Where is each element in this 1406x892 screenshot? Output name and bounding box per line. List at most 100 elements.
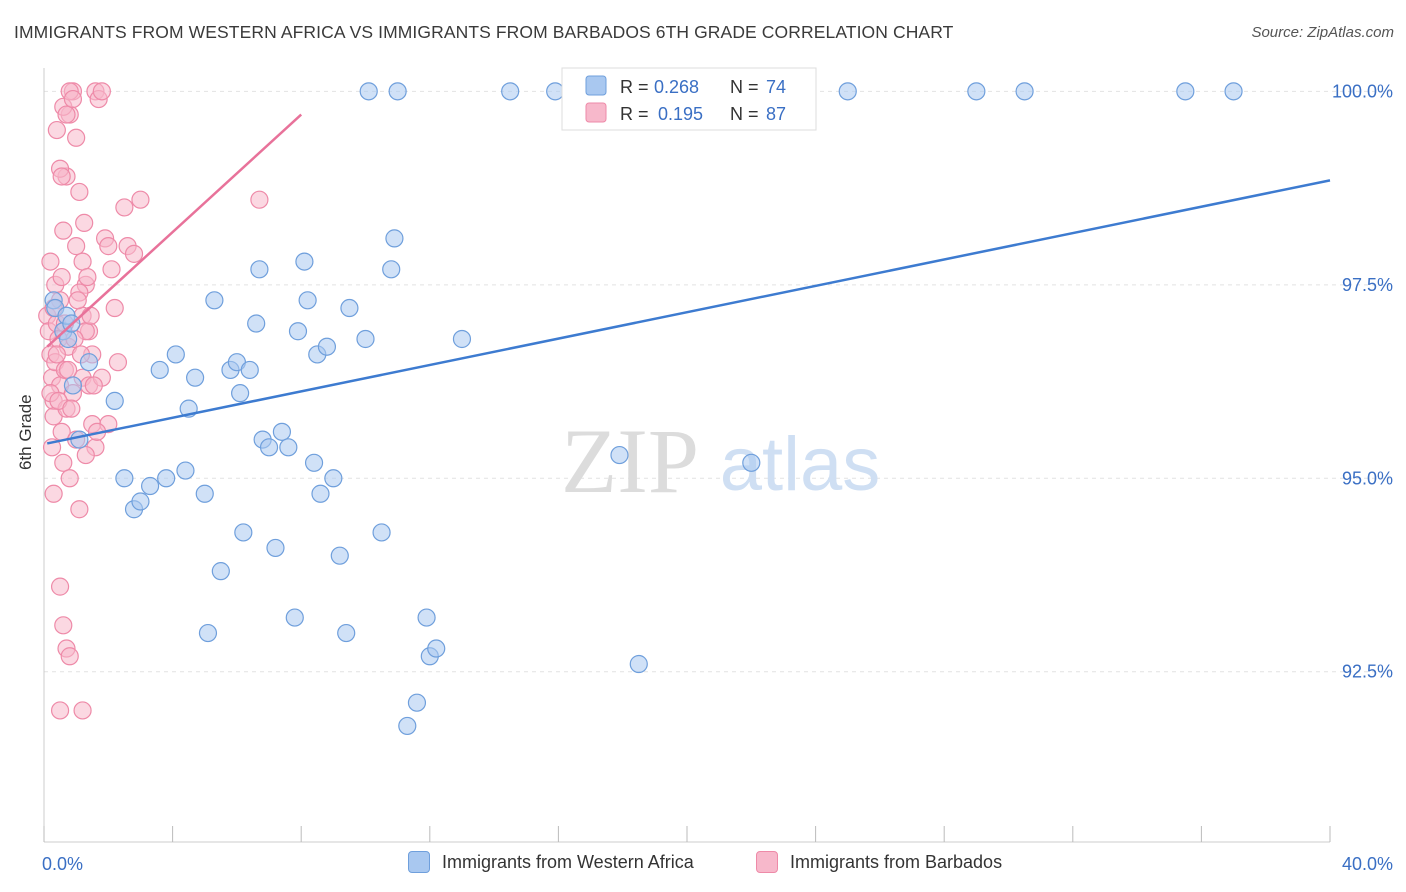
point-western-africa: [247, 314, 266, 333]
point-barbados: [54, 616, 73, 635]
point-barbados: [67, 128, 86, 147]
point-barbados: [99, 237, 118, 256]
point-western-africa: [967, 82, 986, 101]
point-barbados: [63, 89, 83, 109]
legend-n-label-2: N =: [730, 104, 759, 124]
point-western-africa: [452, 329, 472, 349]
point-western-africa: [79, 353, 99, 372]
point-western-africa: [629, 654, 648, 674]
point-western-africa: [240, 360, 259, 380]
legend-bottom: Immigrants from Western Africa Immigrant…: [0, 851, 1406, 877]
point-barbados: [60, 647, 79, 666]
point-barbados: [59, 360, 78, 380]
point-western-africa: [266, 538, 285, 558]
point-western-africa: [285, 608, 304, 627]
point-western-africa: [195, 484, 214, 503]
point-western-africa: [176, 461, 195, 480]
legend-r-label-1: R =: [620, 77, 649, 97]
point-barbados: [47, 345, 66, 364]
trend-line-western-africa: [46, 179, 1331, 445]
legend-item-barbados: Immigrants from Barbados: [756, 851, 1002, 873]
legend-top: R = 0.268 N = 74 R = 0.195 N = 87: [561, 67, 817, 131]
point-barbados: [105, 298, 124, 318]
point-western-africa: [259, 438, 279, 457]
legend-item-western-africa: Immigrants from Western Africa: [408, 851, 694, 873]
point-western-africa: [372, 523, 391, 542]
point-barbados: [73, 252, 92, 271]
point-barbados: [57, 105, 76, 124]
point-barbados: [44, 484, 63, 503]
point-western-africa: [131, 492, 150, 511]
point-western-africa: [198, 623, 218, 643]
point-western-africa: [304, 453, 324, 472]
point-western-africa: [610, 445, 629, 465]
point-barbados: [47, 120, 66, 140]
point-western-africa: [311, 484, 330, 503]
legend-r-value-2: 0.195: [658, 104, 703, 124]
point-barbados: [131, 190, 150, 209]
point-western-africa: [337, 623, 356, 643]
point-western-africa: [234, 523, 253, 542]
point-western-africa: [150, 360, 169, 380]
point-western-africa: [272, 422, 292, 441]
y-tick-label: 95.0%: [1342, 468, 1393, 488]
point-western-africa: [388, 82, 407, 101]
y-tick-label: 97.5%: [1342, 275, 1393, 295]
point-barbados: [75, 213, 94, 233]
point-western-africa: [70, 430, 89, 449]
gridlines: [44, 90, 1390, 673]
legend-swatch-pink: [585, 102, 607, 123]
legend-r-value-1: 0.268: [654, 77, 699, 97]
point-western-africa: [115, 469, 134, 488]
point-western-africa: [105, 391, 124, 410]
watermark-zip: ZIP: [561, 410, 699, 512]
axes: [43, 68, 1331, 843]
point-western-africa: [1224, 82, 1243, 101]
legend-swatch-blue: [585, 75, 607, 96]
point-barbados: [70, 500, 89, 519]
point-western-africa: [1015, 82, 1034, 101]
point-barbados: [76, 445, 95, 465]
y-tick-label: 92.5%: [1342, 662, 1393, 682]
point-barbados: [52, 267, 71, 287]
legend-n-label-1: N =: [730, 77, 759, 97]
point-western-africa: [186, 368, 205, 387]
point-western-africa: [359, 82, 378, 101]
point-western-africa: [1176, 82, 1195, 101]
point-barbados: [54, 221, 73, 240]
point-barbados: [250, 190, 269, 209]
point-barbados: [115, 198, 134, 217]
point-barbados: [67, 237, 86, 256]
point-western-africa: [838, 82, 857, 101]
point-western-africa: [356, 329, 375, 349]
series-western-africa-points: [44, 82, 1243, 736]
y-tick-label: 100.0%: [1332, 81, 1393, 101]
point-western-africa: [166, 345, 185, 364]
point-western-africa: [382, 260, 401, 279]
point-barbados: [78, 267, 97, 287]
point-barbados: [81, 306, 100, 325]
x-tick-label-min: 0.0%: [42, 854, 83, 874]
point-barbados: [102, 260, 121, 279]
legend-swatch-barbados: [756, 851, 778, 873]
trend-line-barbados: [46, 113, 303, 348]
point-barbados: [41, 252, 60, 271]
legend-label-barbados: Immigrants from Barbados: [790, 851, 1003, 872]
point-barbados: [108, 353, 128, 372]
point-western-africa: [427, 639, 446, 658]
source-label: Source: ZipAtlas.com: [1251, 24, 1394, 41]
legend-label-western-africa: Immigrants from Western Africa: [442, 851, 694, 872]
point-barbados: [92, 82, 111, 101]
point-barbados: [70, 182, 89, 202]
point-barbados: [60, 469, 79, 488]
point-barbados: [50, 701, 70, 720]
point-western-africa: [501, 82, 520, 101]
point-barbados: [124, 244, 144, 263]
point-western-africa: [140, 476, 160, 496]
point-western-africa: [385, 229, 404, 248]
point-barbados: [52, 167, 71, 186]
point-western-africa: [330, 546, 349, 565]
point-western-africa: [205, 291, 224, 310]
point-western-africa: [288, 322, 308, 341]
